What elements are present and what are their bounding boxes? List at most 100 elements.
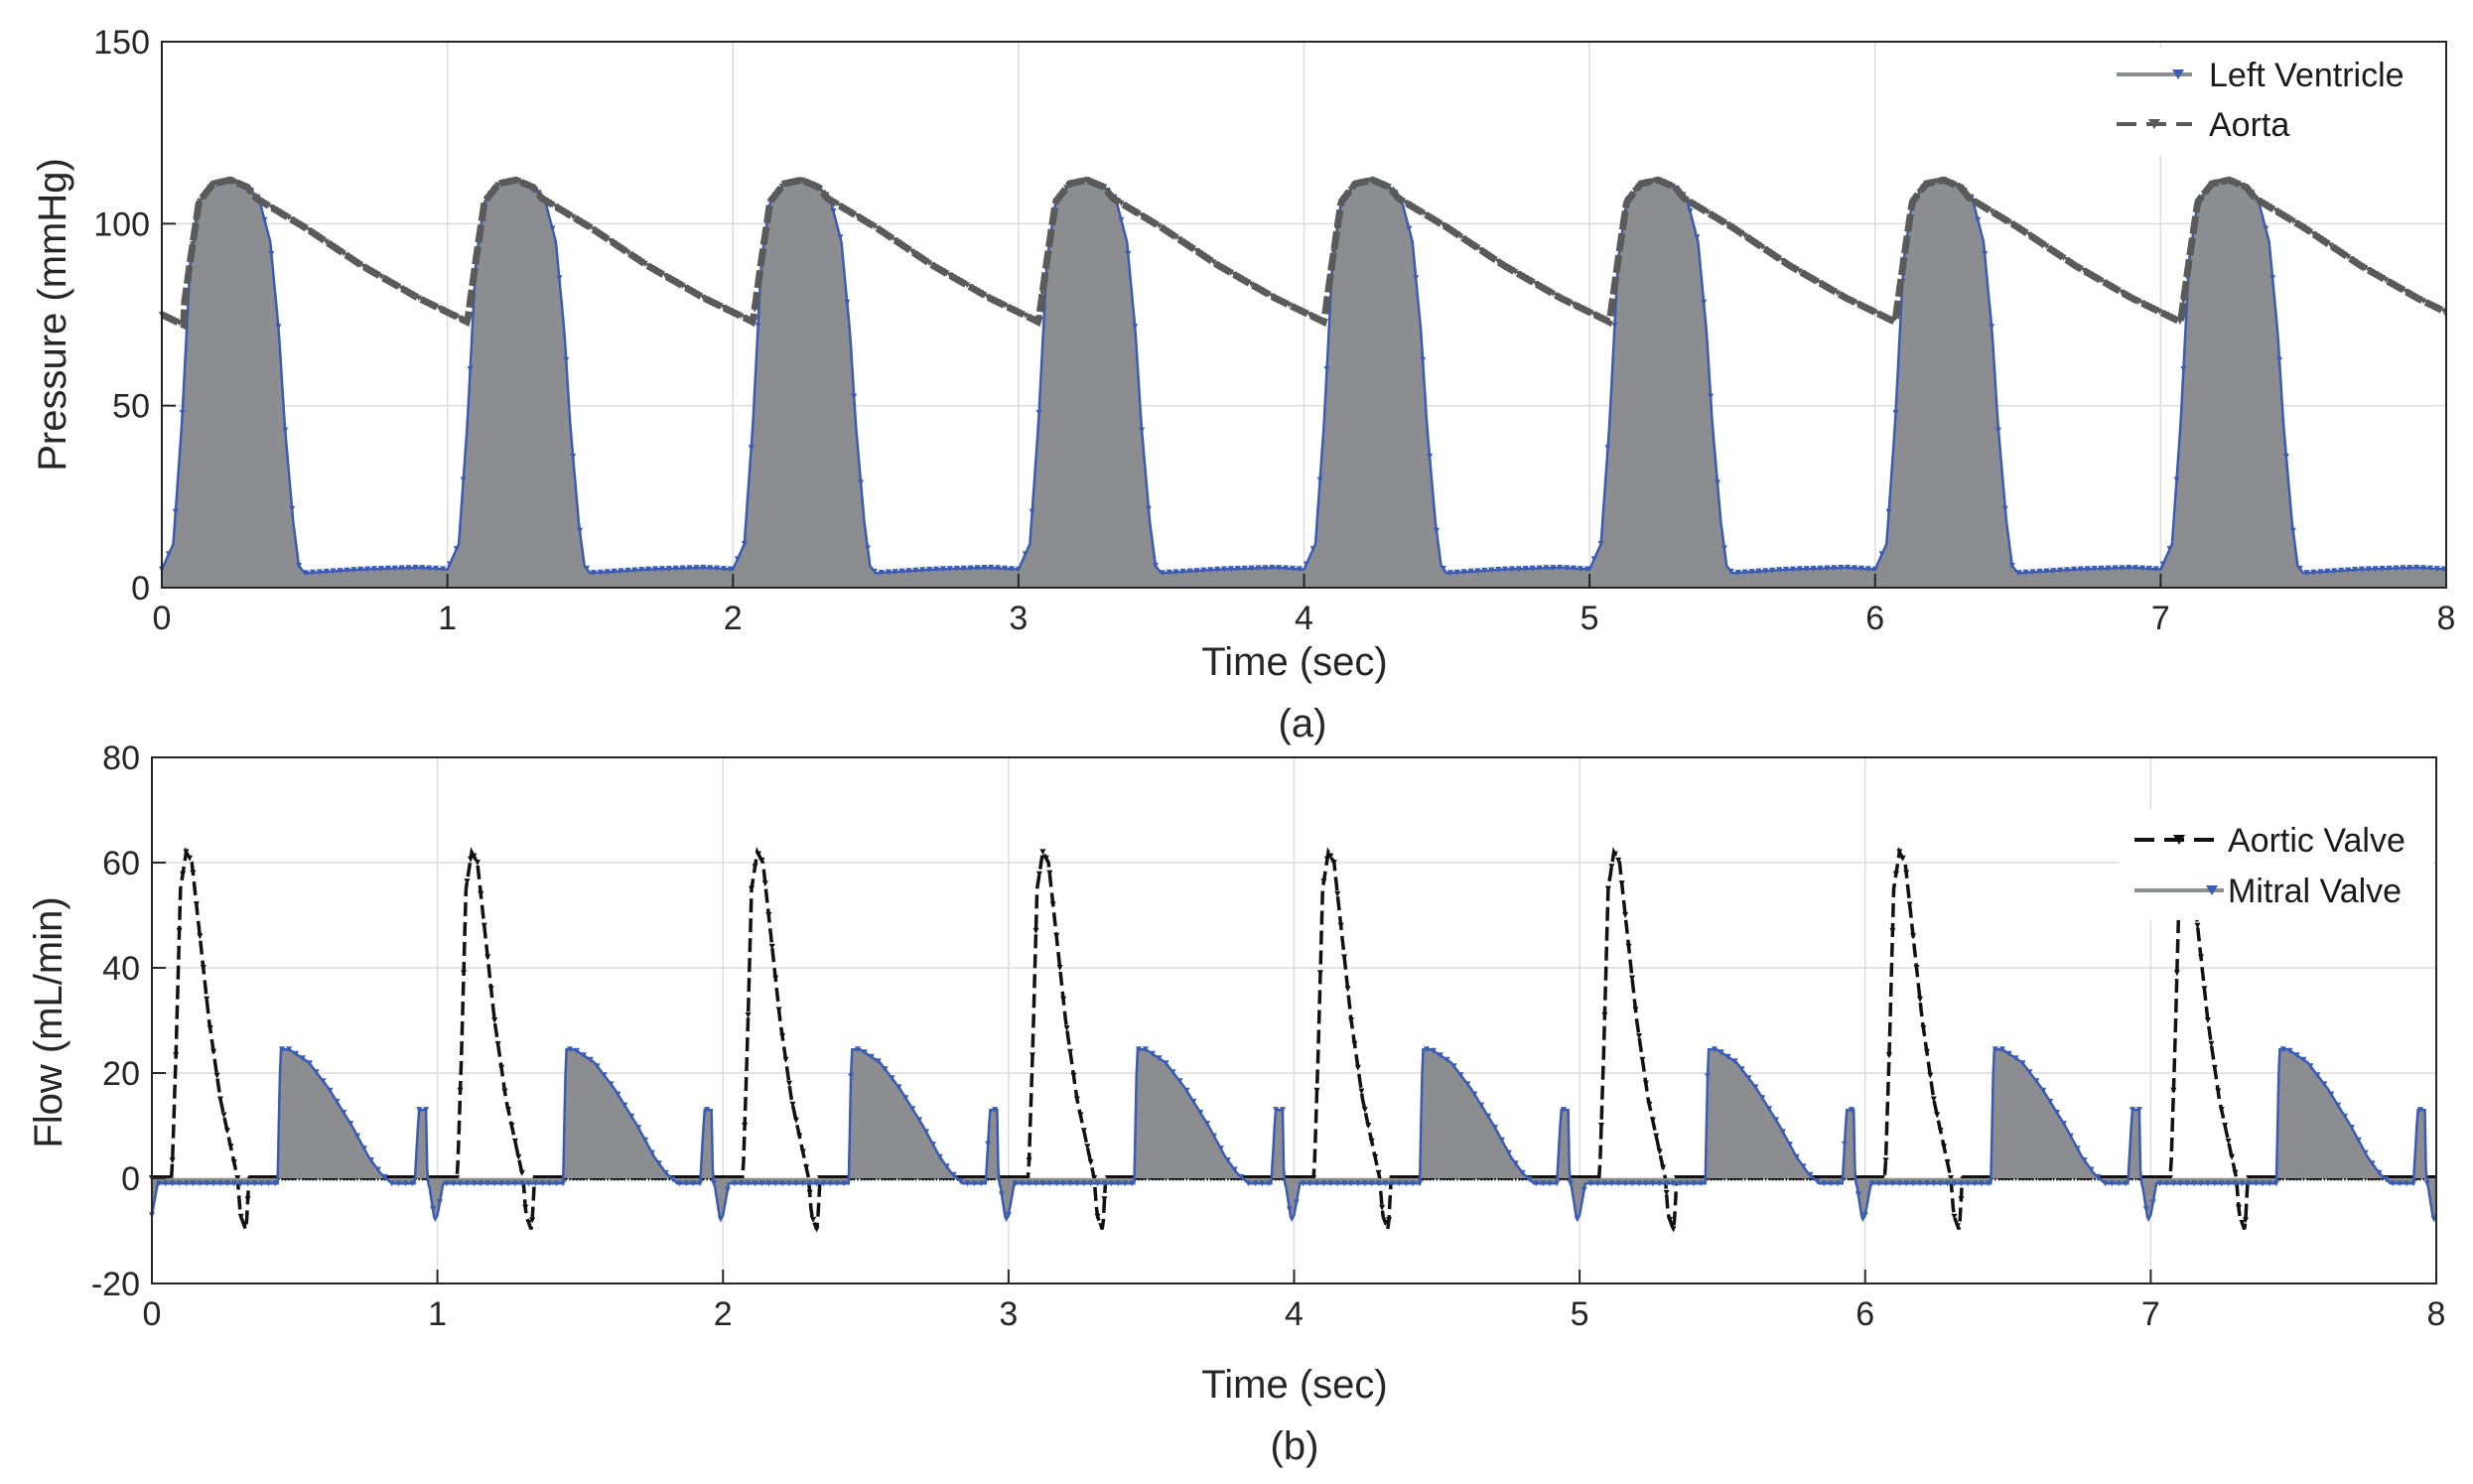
- panel-a-ytick-label-50: 50: [112, 388, 150, 426]
- panel-a-marker-aorta: [652, 267, 658, 274]
- panel-a-marker-aorta: [1385, 184, 1392, 191]
- panel-b-marker-mitral-valve: [752, 1180, 758, 1187]
- panel-a-marker-aorta: [1498, 261, 1505, 267]
- panel-a-marker-aorta: [2413, 294, 2420, 301]
- panel-a-marker-aorta: [1056, 194, 1063, 201]
- panel-a-marker-aorta: [1639, 180, 1645, 187]
- panel-a-marker-left-ventricle: [858, 479, 865, 486]
- panel-b-marker-mitral-valve: [2253, 1180, 2260, 1187]
- panel-a-marker-aorta: [1183, 240, 1189, 247]
- panel-a-marker-aorta: [2426, 301, 2433, 308]
- panel-a-marker-left-ventricle: [1824, 565, 1831, 572]
- panel-a-marker-aorta: [162, 313, 169, 320]
- panel-b-marker-mitral-valve: [1259, 1180, 1266, 1187]
- panel-b-marker-mitral-valve: [2198, 1180, 2204, 1187]
- panel-b-marker-mitral-valve: [1951, 1180, 1958, 1187]
- panel-b-marker-mitral-valve: [1745, 1075, 1752, 1082]
- panel-a-marker-aorta: [2201, 191, 2208, 198]
- panel-b-marker-mitral-valve: [354, 1133, 361, 1140]
- panel-a-marker-aorta: [381, 275, 388, 282]
- panel-b-marker-mitral-valve: [1519, 1169, 1526, 1176]
- panel-b-marker-mitral-valve: [532, 1180, 539, 1187]
- panel-a-marker-aorta: [679, 283, 686, 289]
- panel-a-marker-left-ventricle: [1255, 565, 1262, 572]
- panel-a-marker-aorta: [1642, 180, 1649, 186]
- panel-a-marker-aorta: [1882, 314, 1889, 321]
- panel-b-marker-mitral-valve: [594, 1063, 601, 1070]
- panel-a-marker-aorta: [1176, 236, 1183, 243]
- panel-a-marker-left-ventricle: [1446, 570, 1453, 577]
- panel-a-marker-left-ventricle: [2159, 561, 2166, 568]
- panel-b-marker-mitral-valve: [1019, 1180, 1026, 1187]
- panel-a-marker-aorta: [953, 276, 960, 283]
- panel-b-marker-aortic-valve: [1663, 1189, 1670, 1196]
- panel-a-marker-aorta: [977, 290, 984, 297]
- panel-b-marker-aortic-valve: [213, 1072, 220, 1079]
- panel-b-marker-mitral-valve: [567, 1046, 574, 1053]
- panel-a-marker-aorta: [2156, 309, 2163, 315]
- panel-a-marker-left-ventricle: [384, 565, 391, 572]
- panel-b-marker-aortic-valve: [193, 901, 200, 908]
- panel-a-marker-aorta: [412, 293, 419, 300]
- panel-a-marker-left-ventricle: [1831, 565, 1838, 572]
- panel-a-legend-box: [2103, 48, 2440, 155]
- panel-b-marker-mitral-valve: [1540, 1180, 1547, 1187]
- panel-a-marker-aorta: [1621, 210, 1628, 217]
- panel-b-marker-mitral-valve: [936, 1153, 943, 1160]
- panel-a-marker-aorta: [549, 202, 556, 208]
- panel-a-marker-left-ventricle: [1022, 551, 1029, 558]
- panel-b-marker-mitral-valve: [2300, 1056, 2307, 1063]
- panel-a-marker-aorta: [1738, 230, 1745, 237]
- panel-b-marker-aortic-valve: [782, 1056, 789, 1063]
- panel-b-marker-mitral-valve: [642, 1137, 648, 1144]
- panel-a-marker-aorta: [1824, 284, 1831, 291]
- panel-a-marker-left-ventricle: [2406, 565, 2413, 572]
- panel-a-marker-aorta: [1680, 194, 1687, 201]
- panel-b-marker-mitral-valve: [430, 1206, 436, 1213]
- panel-a-marker-aorta: [847, 208, 854, 215]
- panel-b-marker-mitral-valve: [2109, 1180, 2116, 1187]
- panel-a-marker-aorta: [1899, 265, 1906, 272]
- panel-a-marker-aorta: [535, 192, 542, 198]
- panel-a-marker-left-ventricle: [2345, 567, 2352, 574]
- panel-b-marker-mitral-valve: [1917, 1180, 1923, 1187]
- panel-a-marker-aorta: [1594, 313, 1601, 320]
- panel-b-marker-mitral-valve: [1698, 1180, 1705, 1187]
- panel-a-marker-aorta: [1402, 200, 1409, 206]
- panel-a-marker-aorta: [471, 273, 478, 280]
- panel-a-marker-aorta: [1115, 198, 1121, 204]
- panel-a-marker-aorta: [1063, 185, 1070, 192]
- panel-b-marker-aortic-valve: [1899, 855, 1906, 862]
- panel-a-marker-aorta: [1769, 250, 1776, 257]
- legend-label-left-ventricle: Left Ventricle: [2209, 57, 2404, 94]
- panel-a-marker-aorta: [206, 185, 213, 192]
- panel-a-marker-aorta: [830, 199, 837, 205]
- panel-b-marker-aortic-valve: [1330, 860, 1337, 866]
- panel-b-marker-mitral-valve: [2321, 1081, 2328, 1088]
- panel-b-marker-aortic-valve: [183, 849, 190, 856]
- panel-b-marker-mitral-valve: [1793, 1153, 1800, 1160]
- panel-a-marker-aorta: [1073, 179, 1080, 186]
- panel-b-marker-mitral-valve: [436, 1199, 443, 1206]
- panel-a-marker-aorta: [1189, 245, 1196, 252]
- panel-b-marker-aortic-valve: [1077, 1112, 1084, 1119]
- panel-a-marker-left-ventricle: [1172, 569, 1179, 576]
- panel-a-xtick-label-7: 7: [2151, 600, 2170, 637]
- panel-a-marker-aorta: [1347, 186, 1354, 193]
- panel-a-marker-left-ventricle: [851, 393, 858, 400]
- panel-a-marker-left-ventricle: [316, 569, 323, 576]
- panel-b-marker-aortic-valve: [1337, 922, 1344, 929]
- panel-b-marker-mitral-valve: [1327, 1180, 1334, 1187]
- panel-b-marker-mitral-valve: [374, 1166, 381, 1173]
- panel-b-marker-aortic-valve: [1101, 1196, 1108, 1203]
- panel-b-marker-mitral-valve: [2163, 1180, 2170, 1187]
- panel-a-marker-aorta: [247, 189, 254, 196]
- panel-b-marker-mitral-valve: [1717, 1049, 1724, 1056]
- panel-a-marker-aorta: [2348, 256, 2355, 263]
- panel-a-marker-aorta: [1720, 219, 1727, 226]
- panel-a-marker-aorta: [1361, 179, 1368, 185]
- panel-b-marker-aortic-valve: [1080, 1128, 1087, 1135]
- panel-a-marker-aorta: [1649, 178, 1656, 185]
- panel-a-marker-aorta: [1779, 257, 1786, 264]
